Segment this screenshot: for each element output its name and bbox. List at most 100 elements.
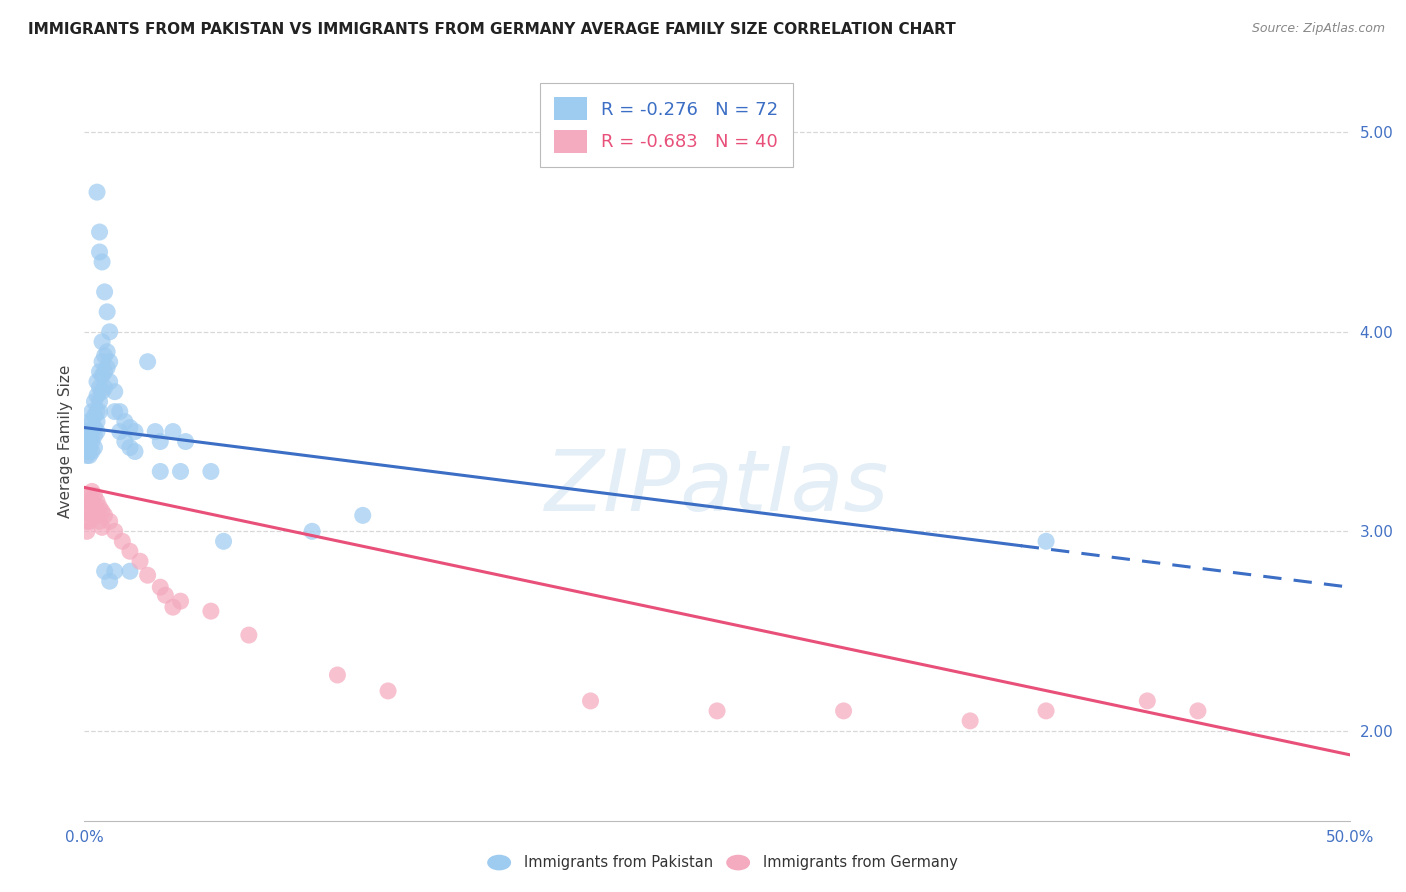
Point <box>136 355 159 369</box>
Point <box>98 325 121 339</box>
Point <box>96 305 118 319</box>
Point <box>76 444 98 458</box>
Point <box>83 409 105 423</box>
Point <box>80 484 103 499</box>
Text: Source: ZipAtlas.com: Source: ZipAtlas.com <box>1251 22 1385 36</box>
Point <box>114 434 136 449</box>
Point <box>91 334 114 349</box>
Point <box>83 428 105 442</box>
Point <box>124 425 146 439</box>
Point <box>86 508 108 523</box>
Point <box>579 694 602 708</box>
Point <box>832 704 855 718</box>
Point <box>212 534 235 549</box>
Point <box>86 425 108 439</box>
Point <box>79 500 101 515</box>
Point <box>79 415 101 429</box>
Point <box>76 494 98 508</box>
Point <box>76 434 98 449</box>
Point <box>98 514 121 528</box>
Y-axis label: Average Family Size: Average Family Size <box>58 365 73 518</box>
Point <box>91 355 114 369</box>
Point <box>118 441 141 455</box>
Point <box>93 349 115 363</box>
Point <box>1035 704 1057 718</box>
Point <box>1136 694 1159 708</box>
Point <box>104 384 127 399</box>
Point <box>1187 704 1209 718</box>
Point <box>76 449 98 463</box>
Point <box>89 404 111 418</box>
Point <box>80 508 103 523</box>
Point <box>136 568 159 582</box>
Point <box>93 365 115 379</box>
Point <box>162 600 184 615</box>
Point <box>149 465 172 479</box>
Point <box>96 344 118 359</box>
Point <box>86 404 108 418</box>
Point <box>80 434 103 449</box>
Point <box>93 508 115 523</box>
Point <box>377 684 399 698</box>
Point <box>162 425 184 439</box>
Point <box>79 428 101 442</box>
Point <box>108 425 131 439</box>
Point <box>86 494 108 508</box>
Point <box>91 255 114 269</box>
Point <box>1035 534 1057 549</box>
Point <box>93 564 115 578</box>
Point <box>98 574 121 589</box>
Point <box>124 444 146 458</box>
Point <box>98 375 121 389</box>
Point <box>76 504 98 518</box>
Point <box>83 394 105 409</box>
Point <box>200 465 222 479</box>
Point <box>149 434 172 449</box>
Point <box>169 465 191 479</box>
Point <box>238 628 260 642</box>
Point <box>89 225 111 239</box>
Point <box>86 185 108 199</box>
Point <box>76 524 98 539</box>
Point <box>98 355 121 369</box>
Point <box>91 520 114 534</box>
Point <box>118 544 141 558</box>
Point <box>200 604 222 618</box>
Point <box>326 668 349 682</box>
Point <box>111 534 134 549</box>
Point <box>93 381 115 395</box>
Point <box>80 404 103 418</box>
Point <box>108 404 131 418</box>
Text: IMMIGRANTS FROM PAKISTAN VS IMMIGRANTS FROM GERMANY AVERAGE FAMILY SIZE CORRELAT: IMMIGRANTS FROM PAKISTAN VS IMMIGRANTS F… <box>28 22 956 37</box>
Point <box>89 244 111 259</box>
Point <box>76 514 98 528</box>
Point <box>79 441 101 455</box>
Point <box>143 425 166 439</box>
Point <box>83 488 105 502</box>
Point <box>83 441 105 455</box>
Point <box>96 360 118 375</box>
Point <box>104 524 127 539</box>
Text: Immigrants from Germany: Immigrants from Germany <box>763 855 959 870</box>
Point <box>89 394 111 409</box>
Point <box>89 514 111 528</box>
Point <box>118 564 141 578</box>
Point <box>155 588 177 602</box>
Point <box>83 500 105 515</box>
Point <box>174 434 197 449</box>
Point <box>91 384 114 399</box>
Point <box>79 449 101 463</box>
Point <box>706 704 728 718</box>
Point <box>91 504 114 518</box>
Point <box>83 420 105 434</box>
Point <box>114 415 136 429</box>
Point <box>79 514 101 528</box>
Point <box>80 444 103 458</box>
Point <box>959 714 981 728</box>
Text: ZIPatlas: ZIPatlas <box>546 445 889 529</box>
Point <box>301 524 323 539</box>
Point <box>118 420 141 434</box>
Point <box>169 594 191 608</box>
Point <box>89 365 111 379</box>
Text: Immigrants from Pakistan: Immigrants from Pakistan <box>524 855 714 870</box>
